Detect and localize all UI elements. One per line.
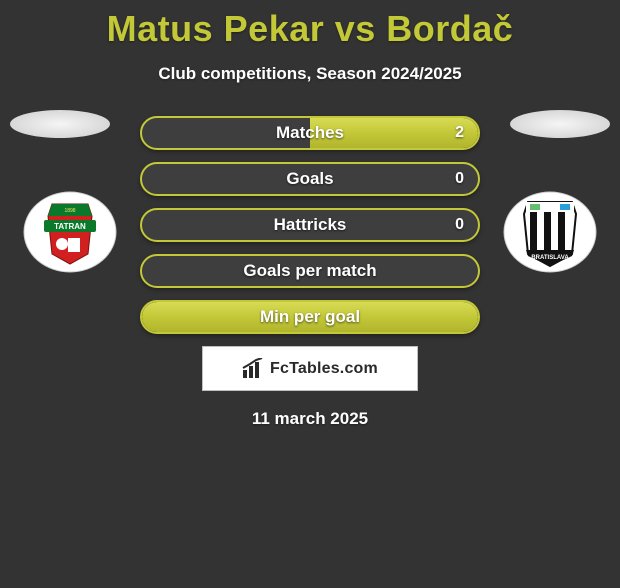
club-left-badge: TATRAN 1898 [20,190,120,274]
stat-row: Matches2 [140,116,480,150]
svg-text:TATRAN: TATRAN [54,222,86,231]
stat-row: Goals0 [140,162,480,196]
stat-value-right: 0 [455,210,464,240]
stat-label: Matches [142,118,478,148]
stat-label: Min per goal [142,302,478,332]
stat-label: Goals [142,164,478,194]
stat-row: Hattricks0 [140,208,480,242]
brand-text: FcTables.com [270,360,378,378]
stats-list: Matches2Goals0Hattricks0Goals per matchM… [140,116,480,334]
stat-label: Goals per match [142,256,478,286]
subtitle: Club competitions, Season 2024/2025 [0,64,620,84]
club-right-badge: BRATISLAVA [500,190,600,274]
date-text: 11 march 2025 [0,409,620,429]
stat-row: Min per goal [140,300,480,334]
club-right-badge-icon: BRATISLAVA [500,190,600,274]
player-left-avatar-placeholder [10,110,110,138]
page-title: Matus Pekar vs Bordač [0,8,620,50]
svg-text:1898: 1898 [64,208,75,214]
stat-value-right: 2 [455,118,464,148]
stat-row: Goals per match [140,254,480,288]
club-left-badge-icon: TATRAN 1898 [20,190,120,274]
bar-chart-icon [242,358,264,380]
comparison-content: TATRAN 1898 BRATISLAVA Matches2Goals0Hat… [0,116,620,429]
stat-value-right: 0 [455,164,464,194]
svg-text:BRATISLAVA: BRATISLAVA [531,255,569,261]
player-right-avatar-placeholder [510,110,610,138]
stat-label: Hattricks [142,210,478,240]
brand-watermark: FcTables.com [202,346,418,391]
